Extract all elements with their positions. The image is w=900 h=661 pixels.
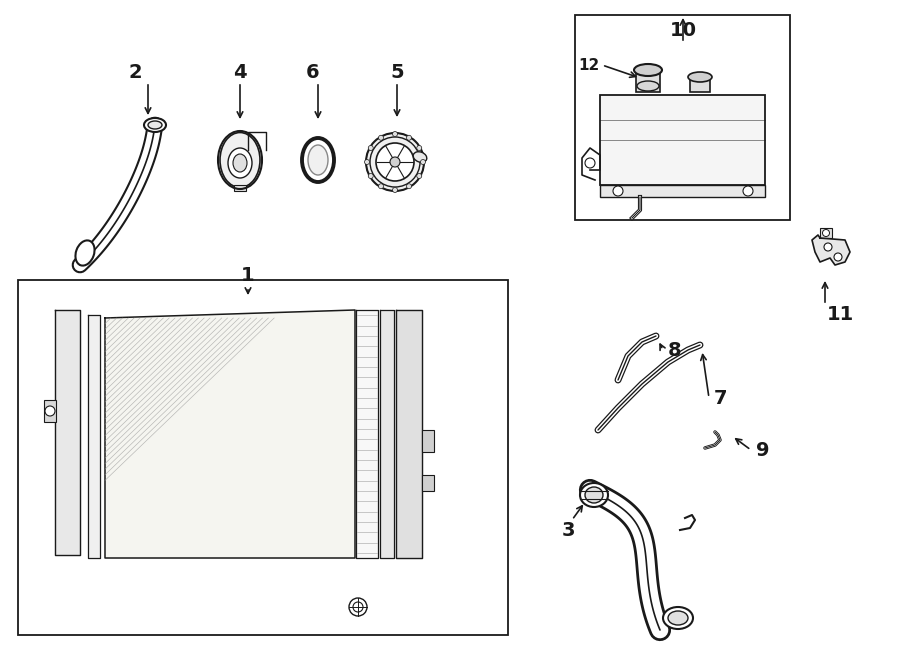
Bar	[820, 228, 832, 238]
Text: 7: 7	[714, 389, 727, 407]
Ellipse shape	[376, 143, 414, 181]
Text: 12: 12	[579, 58, 600, 73]
Ellipse shape	[637, 81, 659, 91]
Ellipse shape	[663, 607, 693, 629]
Circle shape	[379, 184, 383, 189]
Ellipse shape	[580, 483, 608, 507]
Bar	[18, 280, 508, 635]
Circle shape	[364, 159, 370, 165]
Ellipse shape	[228, 148, 252, 178]
Ellipse shape	[634, 64, 662, 76]
Ellipse shape	[144, 118, 166, 132]
Ellipse shape	[585, 487, 603, 503]
Bar	[44, 400, 56, 422]
Text: 10: 10	[670, 22, 697, 40]
Circle shape	[823, 229, 830, 237]
Ellipse shape	[308, 145, 328, 175]
Bar	[575, 15, 790, 220]
Text: 1: 1	[241, 266, 255, 285]
Text: 4: 4	[233, 63, 247, 81]
Circle shape	[420, 159, 426, 165]
Circle shape	[407, 136, 411, 140]
Bar	[600, 95, 765, 185]
Text: 5: 5	[391, 63, 404, 81]
Bar	[422, 430, 434, 452]
Bar	[636, 70, 660, 92]
Polygon shape	[812, 235, 850, 265]
Circle shape	[743, 186, 753, 196]
Circle shape	[392, 132, 398, 137]
Circle shape	[417, 173, 422, 178]
Circle shape	[353, 602, 363, 612]
Ellipse shape	[302, 138, 334, 182]
Circle shape	[834, 253, 842, 261]
Bar	[600, 185, 765, 197]
Circle shape	[368, 173, 373, 178]
Ellipse shape	[148, 121, 162, 129]
Text: 6: 6	[306, 63, 319, 81]
Circle shape	[390, 157, 400, 167]
Circle shape	[613, 186, 623, 196]
Polygon shape	[356, 310, 378, 558]
Polygon shape	[396, 310, 422, 558]
Bar	[690, 77, 710, 92]
Ellipse shape	[76, 241, 94, 266]
Ellipse shape	[688, 72, 712, 82]
Ellipse shape	[413, 152, 427, 162]
Text: 2: 2	[128, 63, 142, 81]
Polygon shape	[55, 310, 80, 555]
Text: 9: 9	[756, 440, 770, 459]
Circle shape	[379, 136, 383, 140]
Ellipse shape	[668, 611, 688, 625]
Circle shape	[407, 184, 411, 189]
Polygon shape	[105, 310, 355, 558]
Text: 11: 11	[826, 305, 853, 325]
Circle shape	[368, 145, 373, 151]
Circle shape	[417, 145, 422, 151]
Ellipse shape	[220, 132, 260, 188]
Circle shape	[824, 243, 832, 251]
Bar	[422, 475, 434, 491]
Text: 3: 3	[562, 520, 575, 539]
Circle shape	[45, 406, 55, 416]
Ellipse shape	[233, 154, 247, 172]
Circle shape	[392, 188, 398, 192]
Polygon shape	[88, 315, 100, 558]
Text: 8: 8	[668, 340, 681, 360]
Ellipse shape	[366, 133, 424, 191]
Circle shape	[349, 598, 367, 616]
Polygon shape	[380, 310, 394, 558]
Bar	[234, 185, 246, 191]
Circle shape	[585, 158, 595, 168]
